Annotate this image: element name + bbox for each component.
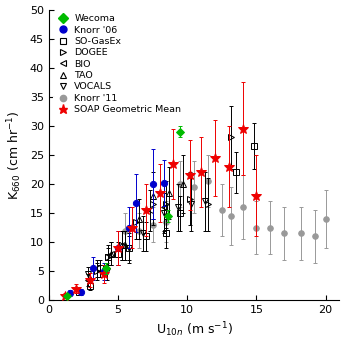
- Y-axis label: K$_{660}$ (cm hr$^{-1}$): K$_{660}$ (cm hr$^{-1}$): [6, 110, 24, 200]
- Legend: Wecoma, Knorr '06, SO-GasEx, DOGEE, BIO, TAO, VOCALS, Knorr '11, SOAP Geometric : Wecoma, Knorr '06, SO-GasEx, DOGEE, BIO,…: [52, 12, 183, 116]
- X-axis label: U$_{10n}$ (m s$^{-1}$): U$_{10n}$ (m s$^{-1}$): [156, 321, 233, 339]
